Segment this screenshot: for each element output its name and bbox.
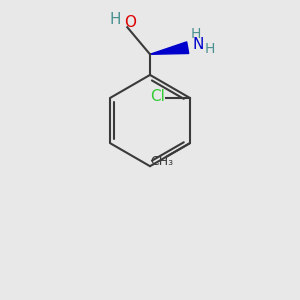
Text: H: H: [191, 26, 201, 40]
Text: CH₃: CH₃: [151, 155, 174, 168]
Polygon shape: [150, 42, 189, 54]
Text: Cl: Cl: [150, 89, 165, 104]
Text: H: H: [205, 42, 215, 56]
Text: O: O: [124, 15, 136, 30]
Text: N: N: [192, 37, 204, 52]
Text: H: H: [110, 12, 121, 27]
